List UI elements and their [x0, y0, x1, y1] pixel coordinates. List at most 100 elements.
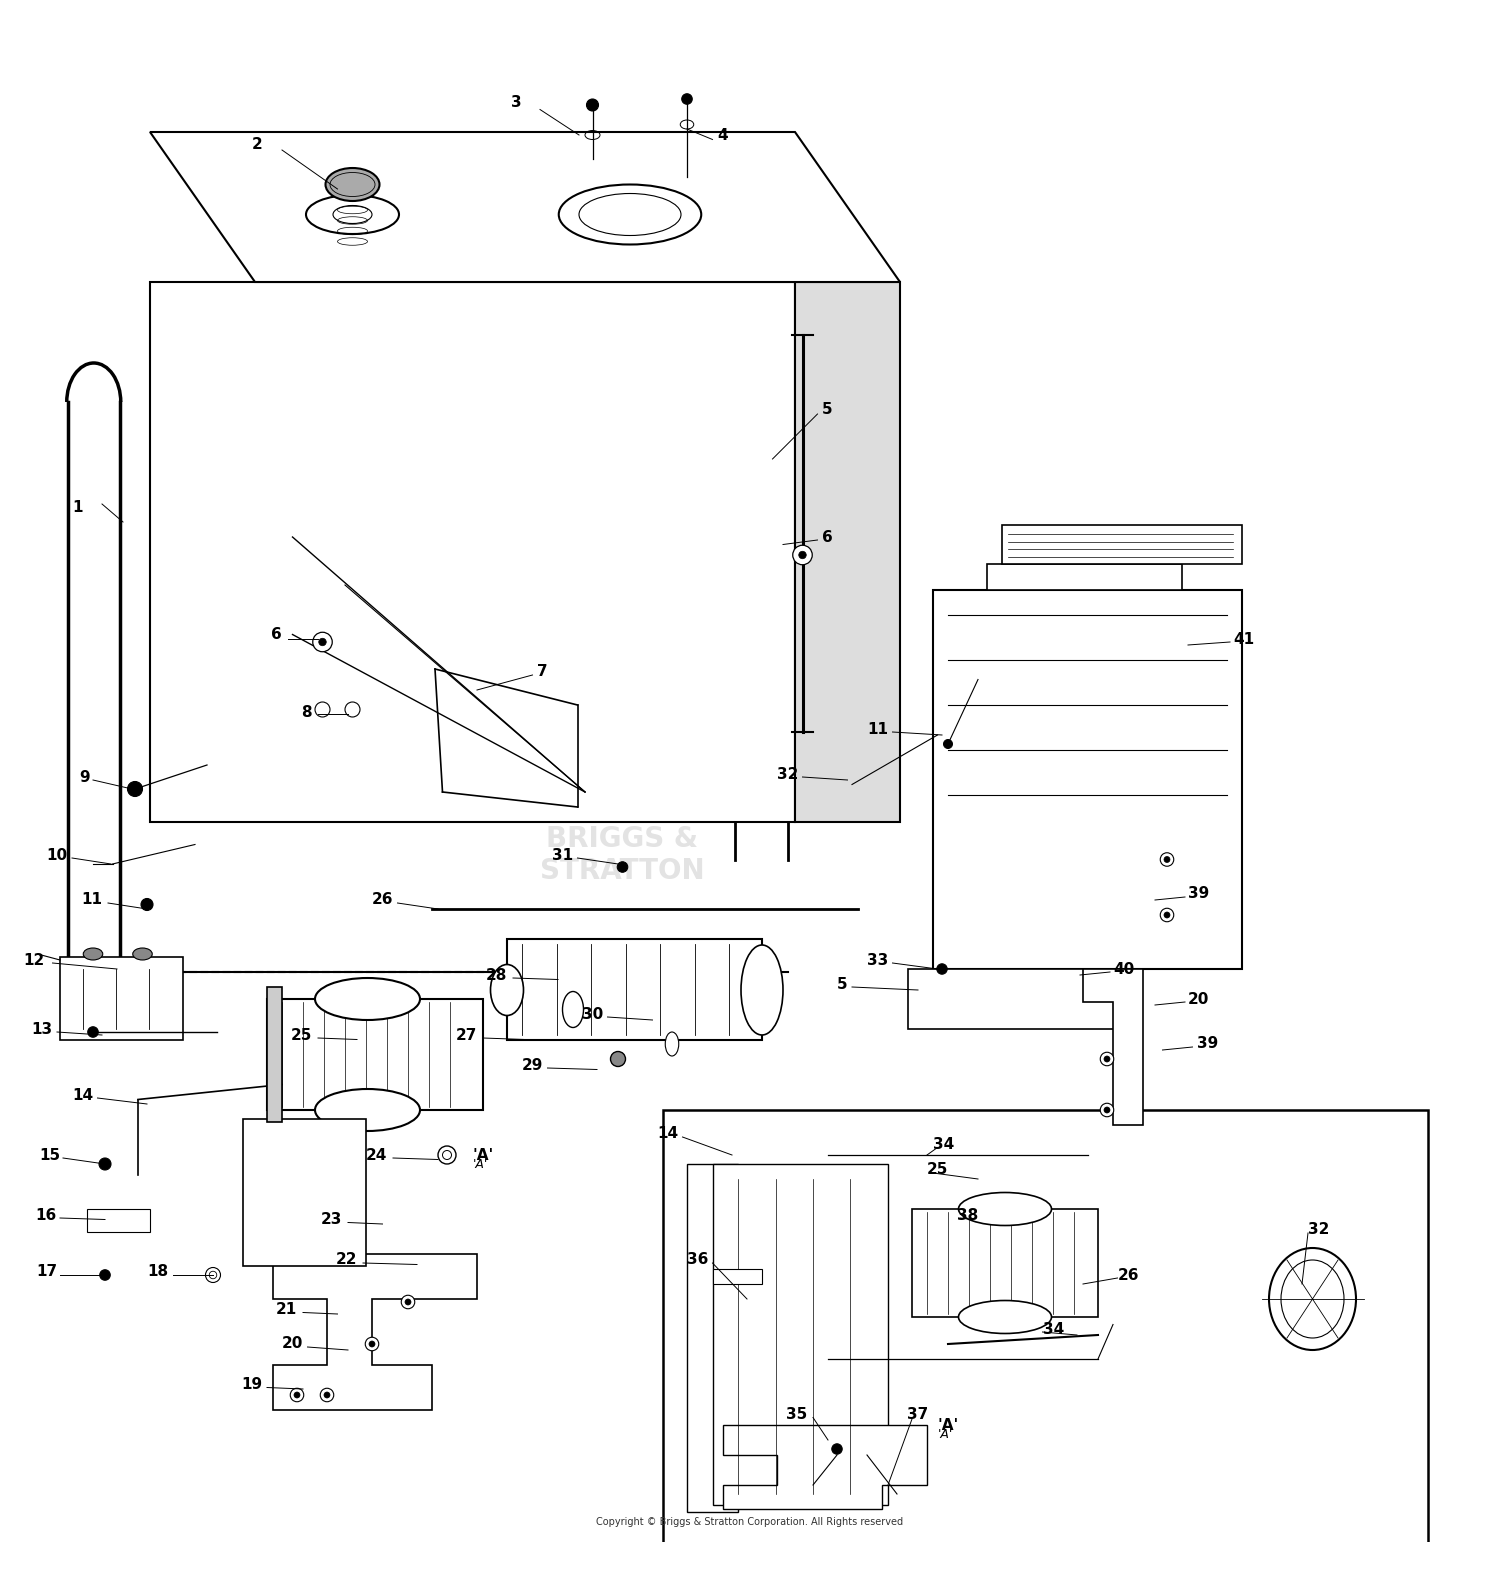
Ellipse shape — [312, 632, 333, 651]
Text: 13: 13 — [32, 1022, 53, 1036]
Polygon shape — [933, 589, 1242, 969]
Bar — [60, 957, 183, 1039]
Text: Copyright © Briggs & Stratton Corporation. All Rights reserved: Copyright © Briggs & Stratton Corporatio… — [597, 1517, 903, 1527]
Ellipse shape — [128, 781, 142, 797]
Ellipse shape — [1104, 1057, 1110, 1061]
Polygon shape — [1002, 524, 1242, 564]
Ellipse shape — [936, 963, 948, 974]
Polygon shape — [987, 564, 1182, 589]
Polygon shape — [1083, 969, 1143, 1125]
Text: 18: 18 — [147, 1264, 168, 1280]
Ellipse shape — [294, 1392, 300, 1399]
Text: 6: 6 — [272, 627, 282, 642]
Ellipse shape — [490, 965, 524, 1015]
Polygon shape — [150, 131, 900, 282]
Text: 32: 32 — [1308, 1223, 1329, 1237]
Text: 20: 20 — [1188, 992, 1209, 1006]
Polygon shape — [723, 1426, 927, 1510]
Polygon shape — [712, 1164, 888, 1505]
Polygon shape — [712, 1269, 762, 1285]
Ellipse shape — [369, 1342, 375, 1346]
Polygon shape — [150, 282, 795, 822]
Ellipse shape — [831, 1443, 843, 1454]
Polygon shape — [267, 1000, 483, 1110]
Text: 25: 25 — [291, 1028, 312, 1042]
Text: 38: 38 — [957, 1207, 978, 1223]
Ellipse shape — [315, 977, 420, 1020]
Text: 34: 34 — [1042, 1321, 1064, 1337]
Ellipse shape — [345, 702, 360, 718]
Text: 26: 26 — [1118, 1267, 1138, 1283]
Text: 16: 16 — [36, 1207, 57, 1223]
Text: 12: 12 — [24, 952, 45, 968]
Text: 23: 23 — [321, 1212, 342, 1228]
Ellipse shape — [610, 1052, 626, 1066]
Text: 22: 22 — [336, 1253, 357, 1267]
Text: 32: 32 — [777, 767, 798, 781]
Ellipse shape — [84, 947, 102, 960]
Ellipse shape — [438, 1145, 456, 1164]
Text: 40: 40 — [1113, 961, 1134, 976]
Ellipse shape — [326, 168, 380, 201]
Text: 25: 25 — [927, 1163, 948, 1177]
Polygon shape — [687, 1164, 738, 1513]
Ellipse shape — [1269, 1248, 1356, 1350]
Text: 31: 31 — [552, 847, 573, 863]
Ellipse shape — [402, 1296, 414, 1308]
Ellipse shape — [1161, 908, 1173, 922]
Ellipse shape — [562, 992, 584, 1028]
Text: 24: 24 — [366, 1147, 387, 1163]
Text: 2: 2 — [252, 136, 262, 152]
Ellipse shape — [366, 1337, 378, 1351]
Bar — [87, 1209, 150, 1231]
Text: 37: 37 — [908, 1407, 928, 1422]
Text: 'A': 'A' — [938, 1418, 958, 1432]
Ellipse shape — [132, 947, 153, 960]
Ellipse shape — [333, 206, 372, 223]
Ellipse shape — [798, 551, 807, 559]
Text: 3: 3 — [512, 95, 522, 109]
Ellipse shape — [741, 946, 783, 1034]
Ellipse shape — [579, 193, 681, 236]
Text: 1: 1 — [72, 499, 82, 515]
Polygon shape — [507, 939, 762, 1039]
Polygon shape — [267, 987, 282, 1121]
Text: 26: 26 — [372, 892, 393, 908]
Text: 'A': 'A' — [472, 1147, 494, 1163]
Ellipse shape — [1100, 1102, 1113, 1117]
Text: 21: 21 — [276, 1302, 297, 1316]
Text: 39: 39 — [1188, 887, 1209, 901]
Ellipse shape — [681, 93, 692, 105]
Ellipse shape — [141, 898, 153, 911]
Ellipse shape — [586, 100, 598, 111]
Text: 34: 34 — [933, 1137, 954, 1152]
Text: 30: 30 — [582, 1006, 603, 1022]
Ellipse shape — [87, 1026, 99, 1038]
Text: 11: 11 — [867, 721, 888, 737]
Text: 11: 11 — [81, 892, 102, 908]
Ellipse shape — [99, 1270, 111, 1280]
Ellipse shape — [318, 638, 327, 646]
Ellipse shape — [291, 1388, 303, 1402]
Text: 14: 14 — [657, 1126, 678, 1142]
Ellipse shape — [792, 545, 813, 565]
Text: 14: 14 — [72, 1088, 93, 1102]
Ellipse shape — [1100, 1052, 1113, 1066]
Text: 27: 27 — [456, 1028, 477, 1042]
Text: 29: 29 — [522, 1058, 543, 1072]
Ellipse shape — [1104, 1107, 1110, 1114]
Ellipse shape — [1164, 857, 1170, 863]
Ellipse shape — [958, 1300, 1052, 1334]
Ellipse shape — [666, 1033, 678, 1057]
Text: 8: 8 — [302, 705, 312, 721]
Text: 5: 5 — [822, 402, 833, 417]
Ellipse shape — [315, 1090, 420, 1131]
Ellipse shape — [315, 702, 330, 718]
Ellipse shape — [618, 862, 627, 873]
Ellipse shape — [1164, 912, 1170, 919]
Ellipse shape — [558, 184, 700, 244]
Polygon shape — [663, 1110, 1428, 1549]
Bar — [243, 1118, 366, 1266]
Text: 39: 39 — [1197, 1036, 1218, 1052]
Text: 33: 33 — [867, 952, 888, 968]
